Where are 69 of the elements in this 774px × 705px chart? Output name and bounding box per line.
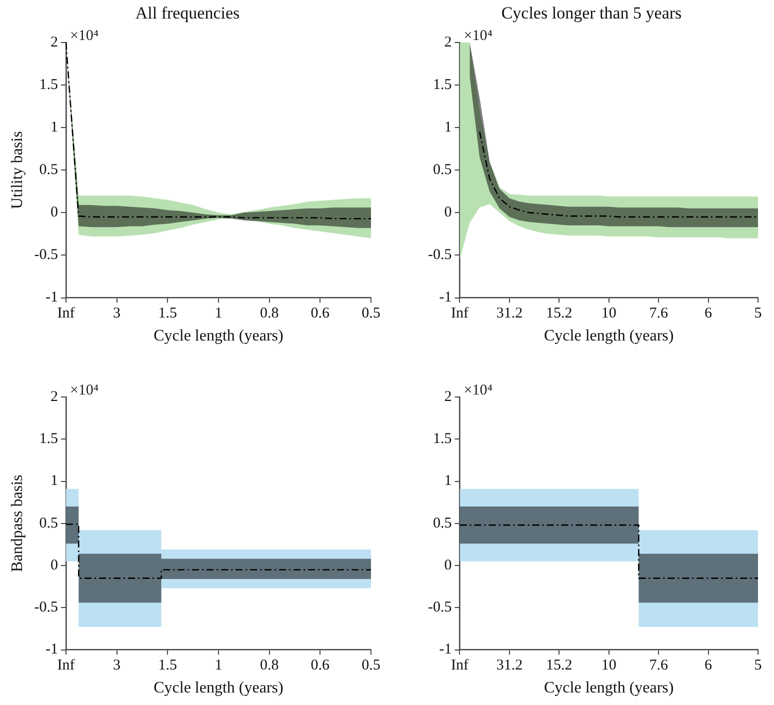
- y-tick-label: -1: [439, 642, 452, 658]
- y-tick-label: 1.5: [39, 76, 58, 93]
- y-tick-label: 2: [444, 34, 452, 50]
- y-tick-label: 0: [444, 204, 452, 221]
- x-tick-label: 1.5: [158, 658, 178, 674]
- x-tick-label: 3: [113, 658, 121, 674]
- x-tick-label: 15.2: [546, 306, 572, 322]
- y-tick-label: 1: [50, 119, 58, 136]
- x-axis-title: Cycle length (years): [154, 680, 284, 697]
- y-tick-label: 0: [50, 204, 58, 221]
- x-tick-label: 1: [214, 658, 222, 674]
- y-tick-label: -1: [45, 642, 58, 658]
- x-tick-label: 15.2: [546, 658, 572, 674]
- y-axis-title: Bandpass basis: [8, 474, 26, 572]
- x-tick-label: 0.5: [362, 658, 380, 674]
- x-tick-label: 7.6: [649, 658, 668, 674]
- x-tick-label: 5: [754, 658, 762, 674]
- y-tick-label: 2: [50, 34, 58, 50]
- y-tick-label: -1: [439, 290, 452, 306]
- y-tick-label: -0.5: [34, 600, 58, 616]
- y-tick-label: 2: [444, 388, 452, 405]
- y-tick-label: 1: [444, 473, 452, 490]
- annotation: ×10⁴: [70, 382, 99, 398]
- y-tick-label: 0: [50, 557, 58, 574]
- x-tick-label: 5: [754, 306, 762, 322]
- x-axis-title: Cycle length (years): [154, 328, 284, 345]
- x-tick-label: Inf: [57, 658, 75, 674]
- x-tick-label: 1.5: [158, 306, 178, 322]
- x-tick-label: 0.8: [260, 658, 279, 674]
- y-tick-label: 1.5: [432, 431, 452, 448]
- annotation: ×10⁴: [464, 28, 492, 44]
- x-tick-label: 0.6: [310, 658, 330, 674]
- x-tick-label: Inf: [450, 658, 468, 674]
- x-tick-label: 31.2: [496, 306, 523, 322]
- x-tick-label: 1: [214, 306, 222, 322]
- annotation: ×10⁴: [70, 28, 99, 44]
- y-tick-label: 1: [444, 119, 452, 136]
- y-tick-label: 2: [50, 388, 58, 405]
- chart-title: All frequencies: [135, 4, 240, 23]
- x-tick-label: 7.6: [649, 306, 668, 322]
- x-axis-title: Cycle length (years): [544, 680, 674, 697]
- y-tick-label: 0.5: [39, 162, 58, 178]
- y-tick-label: 0.5: [39, 515, 58, 532]
- x-tick-label: 10: [601, 658, 616, 674]
- annotation: ×10⁴: [464, 382, 492, 398]
- x-tick-label: 0.6: [310, 306, 330, 322]
- y-tick-label: -0.5: [34, 247, 58, 264]
- x-tick-label: 10: [601, 306, 616, 322]
- x-tick-label: 0.5: [362, 306, 380, 322]
- y-tick-label: 1.5: [39, 431, 58, 448]
- y-tick-label: -0.5: [428, 600, 452, 616]
- x-tick-label: 3: [113, 306, 121, 322]
- x-tick-label: Inf: [450, 306, 468, 322]
- x-tick-label: Inf: [57, 306, 75, 322]
- y-tick-label: -1: [45, 290, 58, 306]
- y-tick-label: 1.5: [432, 76, 452, 93]
- y-tick-label: -0.5: [428, 247, 452, 264]
- x-tick-label: 31.2: [496, 658, 523, 674]
- y-tick-label: 0.5: [432, 515, 452, 532]
- y-tick-label: 0.5: [432, 162, 452, 178]
- x-tick-label: 6: [704, 658, 713, 674]
- line-series: [478, 131, 759, 218]
- x-axis-title: Cycle length (years): [544, 328, 674, 345]
- y-tick-label: 0: [444, 557, 452, 574]
- x-tick-label: 6: [704, 306, 713, 322]
- chart-title: Cycles longer than 5 years: [501, 4, 682, 23]
- x-tick-label: 0.8: [260, 306, 279, 322]
- y-tick-label: 1: [50, 473, 58, 490]
- y-axis-title: Utility basis: [8, 131, 26, 209]
